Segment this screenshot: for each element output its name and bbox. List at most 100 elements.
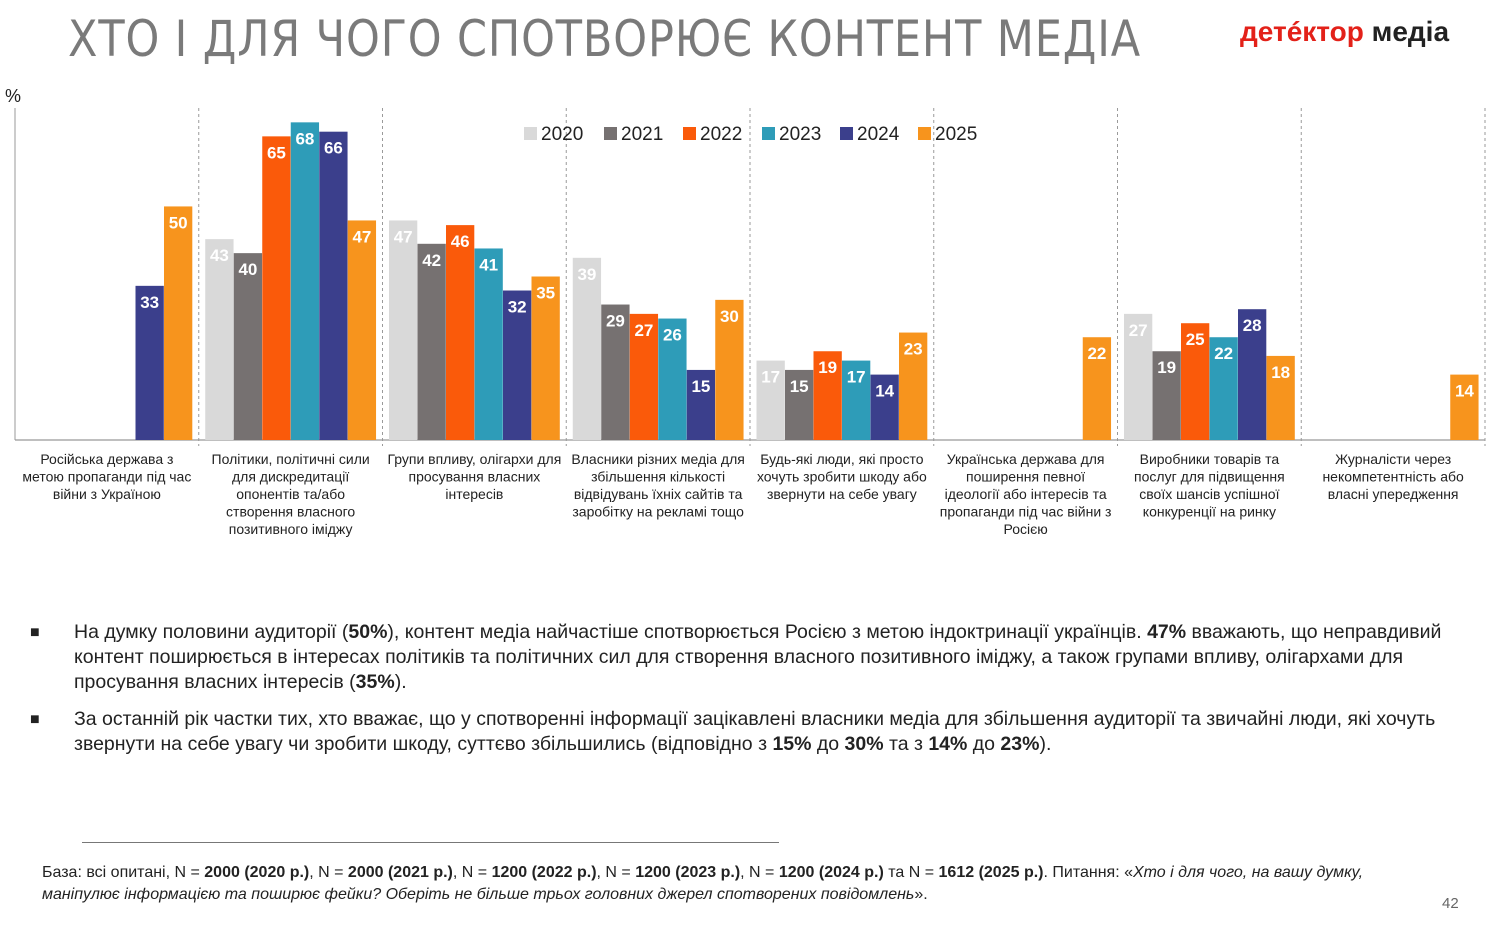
bar-2023-cat2 [290,122,320,440]
bar-2025-cat3 [531,276,560,440]
bar-2020-cat5 [756,360,785,440]
data-label-2021-cat4: 29 [606,312,625,331]
data-label-2020-cat2: 43 [210,246,229,265]
category-label-8: Журналісти через некомпетентність або влас… [1322,451,1464,502]
data-label-2020-cat7: 27 [1129,321,1148,340]
findings-list: ■ На думку половини аудиторії (50%), конт… [30,620,1450,769]
data-label-2024-cat4: 15 [691,377,710,396]
data-label-2024-cat2: 66 [324,139,343,158]
bar-2025-cat1 [164,206,193,440]
data-label-2022-cat2: 65 [267,143,286,162]
data-label-2025-cat6: 22 [1087,344,1106,363]
footer-divider [82,842,779,843]
category-label-1: Російська держава з метою пропаганди під … [22,451,191,502]
bar-2024-cat5 [870,374,899,440]
bar-2024-cat1 [135,285,164,440]
logo-part-2: медіа [1371,16,1450,47]
bar-2021-cat2 [233,253,263,440]
data-label-2025-cat4: 30 [720,307,739,326]
bar-2021-cat5 [785,369,814,440]
bar-2020-cat7 [1124,313,1153,440]
bar-2024-cat4 [686,369,716,440]
bar-2024-cat2 [319,131,348,440]
data-label-2023-cat4: 26 [663,326,682,345]
category-label-3: Групи впливу, олігархи для просування вла… [387,451,561,502]
bar-2025-cat7 [1266,355,1295,440]
data-label-2025-cat3: 35 [536,284,555,303]
data-label-2025-cat5: 23 [904,340,923,359]
data-label-2022-cat7: 25 [1186,330,1205,349]
data-label-2021-cat2: 40 [238,260,257,279]
data-label-2023-cat3: 41 [479,255,498,274]
bar-2025-cat4 [715,299,744,440]
bar-2022-cat7 [1181,323,1210,440]
data-label-2022-cat5: 19 [818,358,837,377]
finding-2: ■ За останній рік частки тих, хто вважає,… [30,708,1436,755]
data-label-2024-cat5: 14 [875,382,894,401]
data-label-2020-cat4: 39 [577,265,596,284]
bar-2021-cat4 [601,304,630,440]
data-label-2025-cat2: 47 [352,227,371,246]
bar-2021-cat7 [1152,351,1181,440]
bar-2020-cat2 [205,239,234,440]
data-label-2021-cat7: 19 [1157,358,1176,377]
legend-swatch-2021 [604,127,617,140]
bar-2021-cat3 [417,243,446,440]
data-label-2021-cat3: 42 [422,251,441,270]
legend-label-2025: 2025 [935,124,977,145]
data-label-2023-cat7: 22 [1214,344,1233,363]
data-label-2020-cat5: 17 [761,368,780,387]
bar-2020-cat3 [389,220,418,440]
category-label-2: Політики, політичні сили для дискредитаці… [212,451,370,537]
data-label-2022-cat3: 46 [451,232,470,251]
bullet-marker: ■ [30,711,40,728]
data-label-2024-cat3: 32 [508,298,527,317]
page-number: 42 [1442,895,1459,912]
legend-swatch-2025 [918,127,931,140]
data-label-2024-cat7: 28 [1243,316,1262,335]
bar-2025-cat8 [1450,374,1479,440]
data-label-2022-cat4: 27 [634,321,653,340]
bar-2024-cat7 [1238,309,1267,440]
bar-2023-cat3 [474,248,503,440]
bullet-marker: ■ [30,624,40,641]
data-label-2023-cat2: 68 [295,129,314,148]
data-label-2021-cat5: 15 [790,377,809,396]
y-axis-unit-label: % [5,86,22,106]
footer-note: База: всі опитані, N = 2000 (2020 р.), N… [42,864,1364,903]
data-label-2025-cat8: 14 [1455,382,1474,401]
legend-swatch-2020 [524,127,537,140]
data-label-2023-cat5: 17 [847,368,866,387]
data-label-2024-cat1: 33 [140,293,159,312]
bar-2025-cat6 [1082,337,1112,440]
legend-label-2024: 2024 [857,124,900,145]
legend-swatch-2022 [683,127,696,140]
data-label-2025-cat1: 50 [169,213,188,232]
legend-label-2023: 2023 [779,124,821,145]
category-label-4: Власники різних медіа для збільшення кіль… [571,451,744,520]
bar-2023-cat5 [842,360,871,440]
bar-2025-cat5 [899,332,928,440]
category-label-7: Виробники товарів та послуг для підвищенн… [1134,451,1285,520]
bar-2023-cat4 [658,318,687,440]
data-label-2025-cat7: 18 [1271,363,1290,382]
bar-2025-cat2 [347,220,377,440]
bar-2022-cat3 [446,225,475,440]
legend-label-2022: 2022 [700,124,742,145]
bar-2023-cat7 [1209,337,1238,440]
bar-chart: 43 47 39 17 27 40 42 29 15 19 65 46 27 19 25 68 41 26 17 22… [14,108,1486,537]
logo-part-1: детéктор [1240,16,1364,47]
legend-label-2021: 2021 [621,124,663,145]
bar-2022-cat5 [813,351,842,440]
data-label-2020-cat3: 47 [394,227,413,246]
bar-2024-cat3 [503,290,532,440]
category-label-5: Будь-які люди, які просто хочуть зробити … [757,451,927,502]
legend-swatch-2024 [840,127,853,140]
finding-1: ■ На думку половини аудиторії (50%), конт… [30,621,1442,693]
legend-label-2020: 2020 [541,124,583,145]
legend-swatch-2023 [762,127,775,140]
bar-2022-cat2 [262,136,291,440]
page-title: ХТО І ДЛЯ ЧОГО СПОТВОРЮЄ КОНТЕНТ МЕДІА [68,10,1142,68]
bar-2020-cat4 [572,257,602,440]
bar-2022-cat4 [629,313,659,440]
